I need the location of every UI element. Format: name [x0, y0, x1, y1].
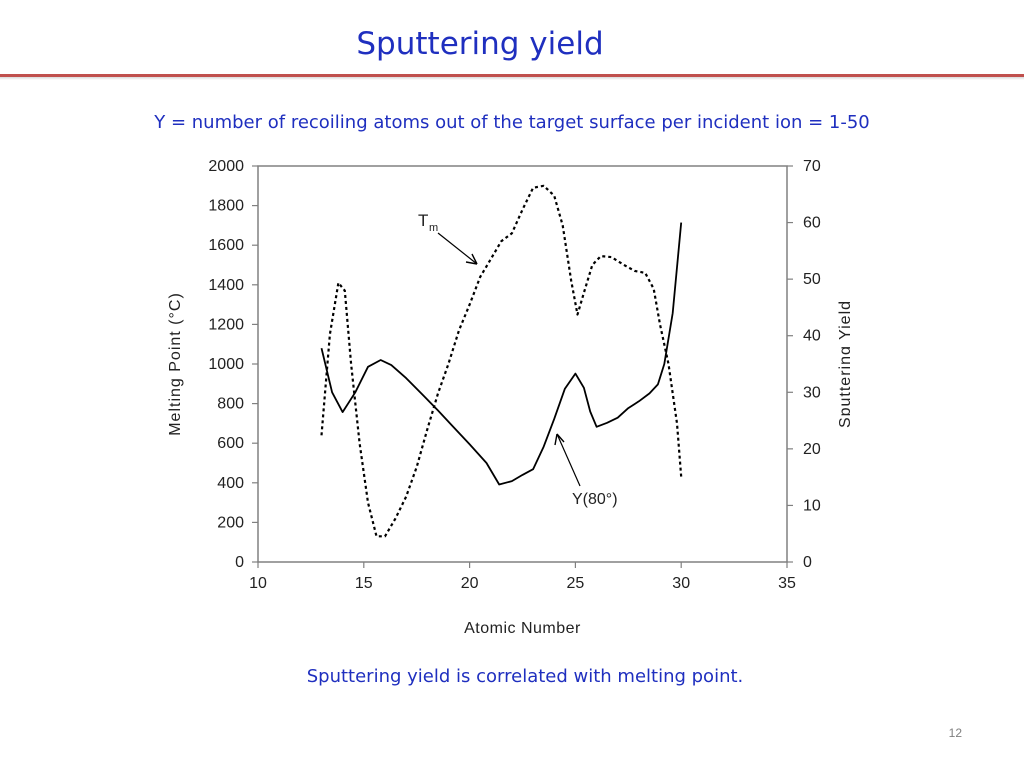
- series-line-sputtering-yield: [320, 222, 683, 486]
- y-left-tick-label: 600: [217, 435, 244, 452]
- y-left-tick-label: 1400: [208, 277, 244, 294]
- sputtering-chart: 10 15 20 25 30 350200400600800100012001400160…: [167, 158, 850, 637]
- tm-arrow-shaft: [437, 232, 478, 265]
- yield-arrow-shaft: [556, 433, 581, 487]
- y-left-tick-label: 0: [235, 554, 244, 571]
- y-right-tick-label: 60: [803, 215, 821, 232]
- series-label-yield: Y(80°): [572, 491, 618, 508]
- y-right-tick-label: 70: [803, 158, 821, 175]
- slide-caption: Sputtering yield is correlated with melt…: [306, 666, 744, 687]
- x-tick-label: 15: [355, 575, 373, 592]
- y-left-axis-label: Melting Point (°C): [167, 292, 184, 436]
- y-right-tick-label: 30: [803, 384, 821, 401]
- x-tick-label: 10: [249, 575, 267, 592]
- slide-title: Sputtering yield: [356, 26, 604, 62]
- y-right-tick-label: 50: [803, 271, 821, 288]
- x-tick-label: 25: [567, 575, 585, 592]
- x-tick-label: 30: [672, 575, 690, 592]
- title-rule-shadow: [0, 77, 1024, 80]
- series-label-tm-subscript: m: [429, 222, 438, 234]
- y-left-tick-label: 2000: [208, 158, 244, 175]
- y-left-tick-label: 1800: [208, 198, 244, 215]
- y-left-tick-label: 800: [217, 396, 244, 413]
- y-left-tick-label: 400: [217, 475, 244, 492]
- plot-frame: [257, 165, 788, 563]
- x-tick-label: 35: [778, 575, 796, 592]
- slide-subtitle: Y = number of recoiling atoms out of the…: [154, 112, 870, 133]
- y-left-tick-label: 1000: [208, 356, 244, 373]
- series-label-tm: T: [418, 211, 428, 230]
- page-number: 12: [948, 726, 962, 740]
- y-right-tick-label: 40: [803, 328, 821, 345]
- y-right-tick-label: 20: [803, 441, 821, 458]
- x-axis-label: Atomic Number: [464, 620, 581, 637]
- tm-arrow-head: [465, 253, 478, 265]
- yield-arrow-head: [554, 433, 565, 446]
- series-line-melting-point: [320, 184, 683, 538]
- y-left-tick-label: 1200: [208, 316, 244, 333]
- x-tick-label: 20: [461, 575, 479, 592]
- y-right-tick-label: 10: [803, 497, 821, 514]
- y-right-axis-label: Sputtering Yield: [837, 300, 850, 428]
- y-left-tick-label: 200: [217, 514, 244, 531]
- y-left-tick-label: 1600: [208, 237, 244, 254]
- y-right-tick-label: 0: [803, 554, 812, 571]
- title-rule: [0, 74, 1024, 77]
